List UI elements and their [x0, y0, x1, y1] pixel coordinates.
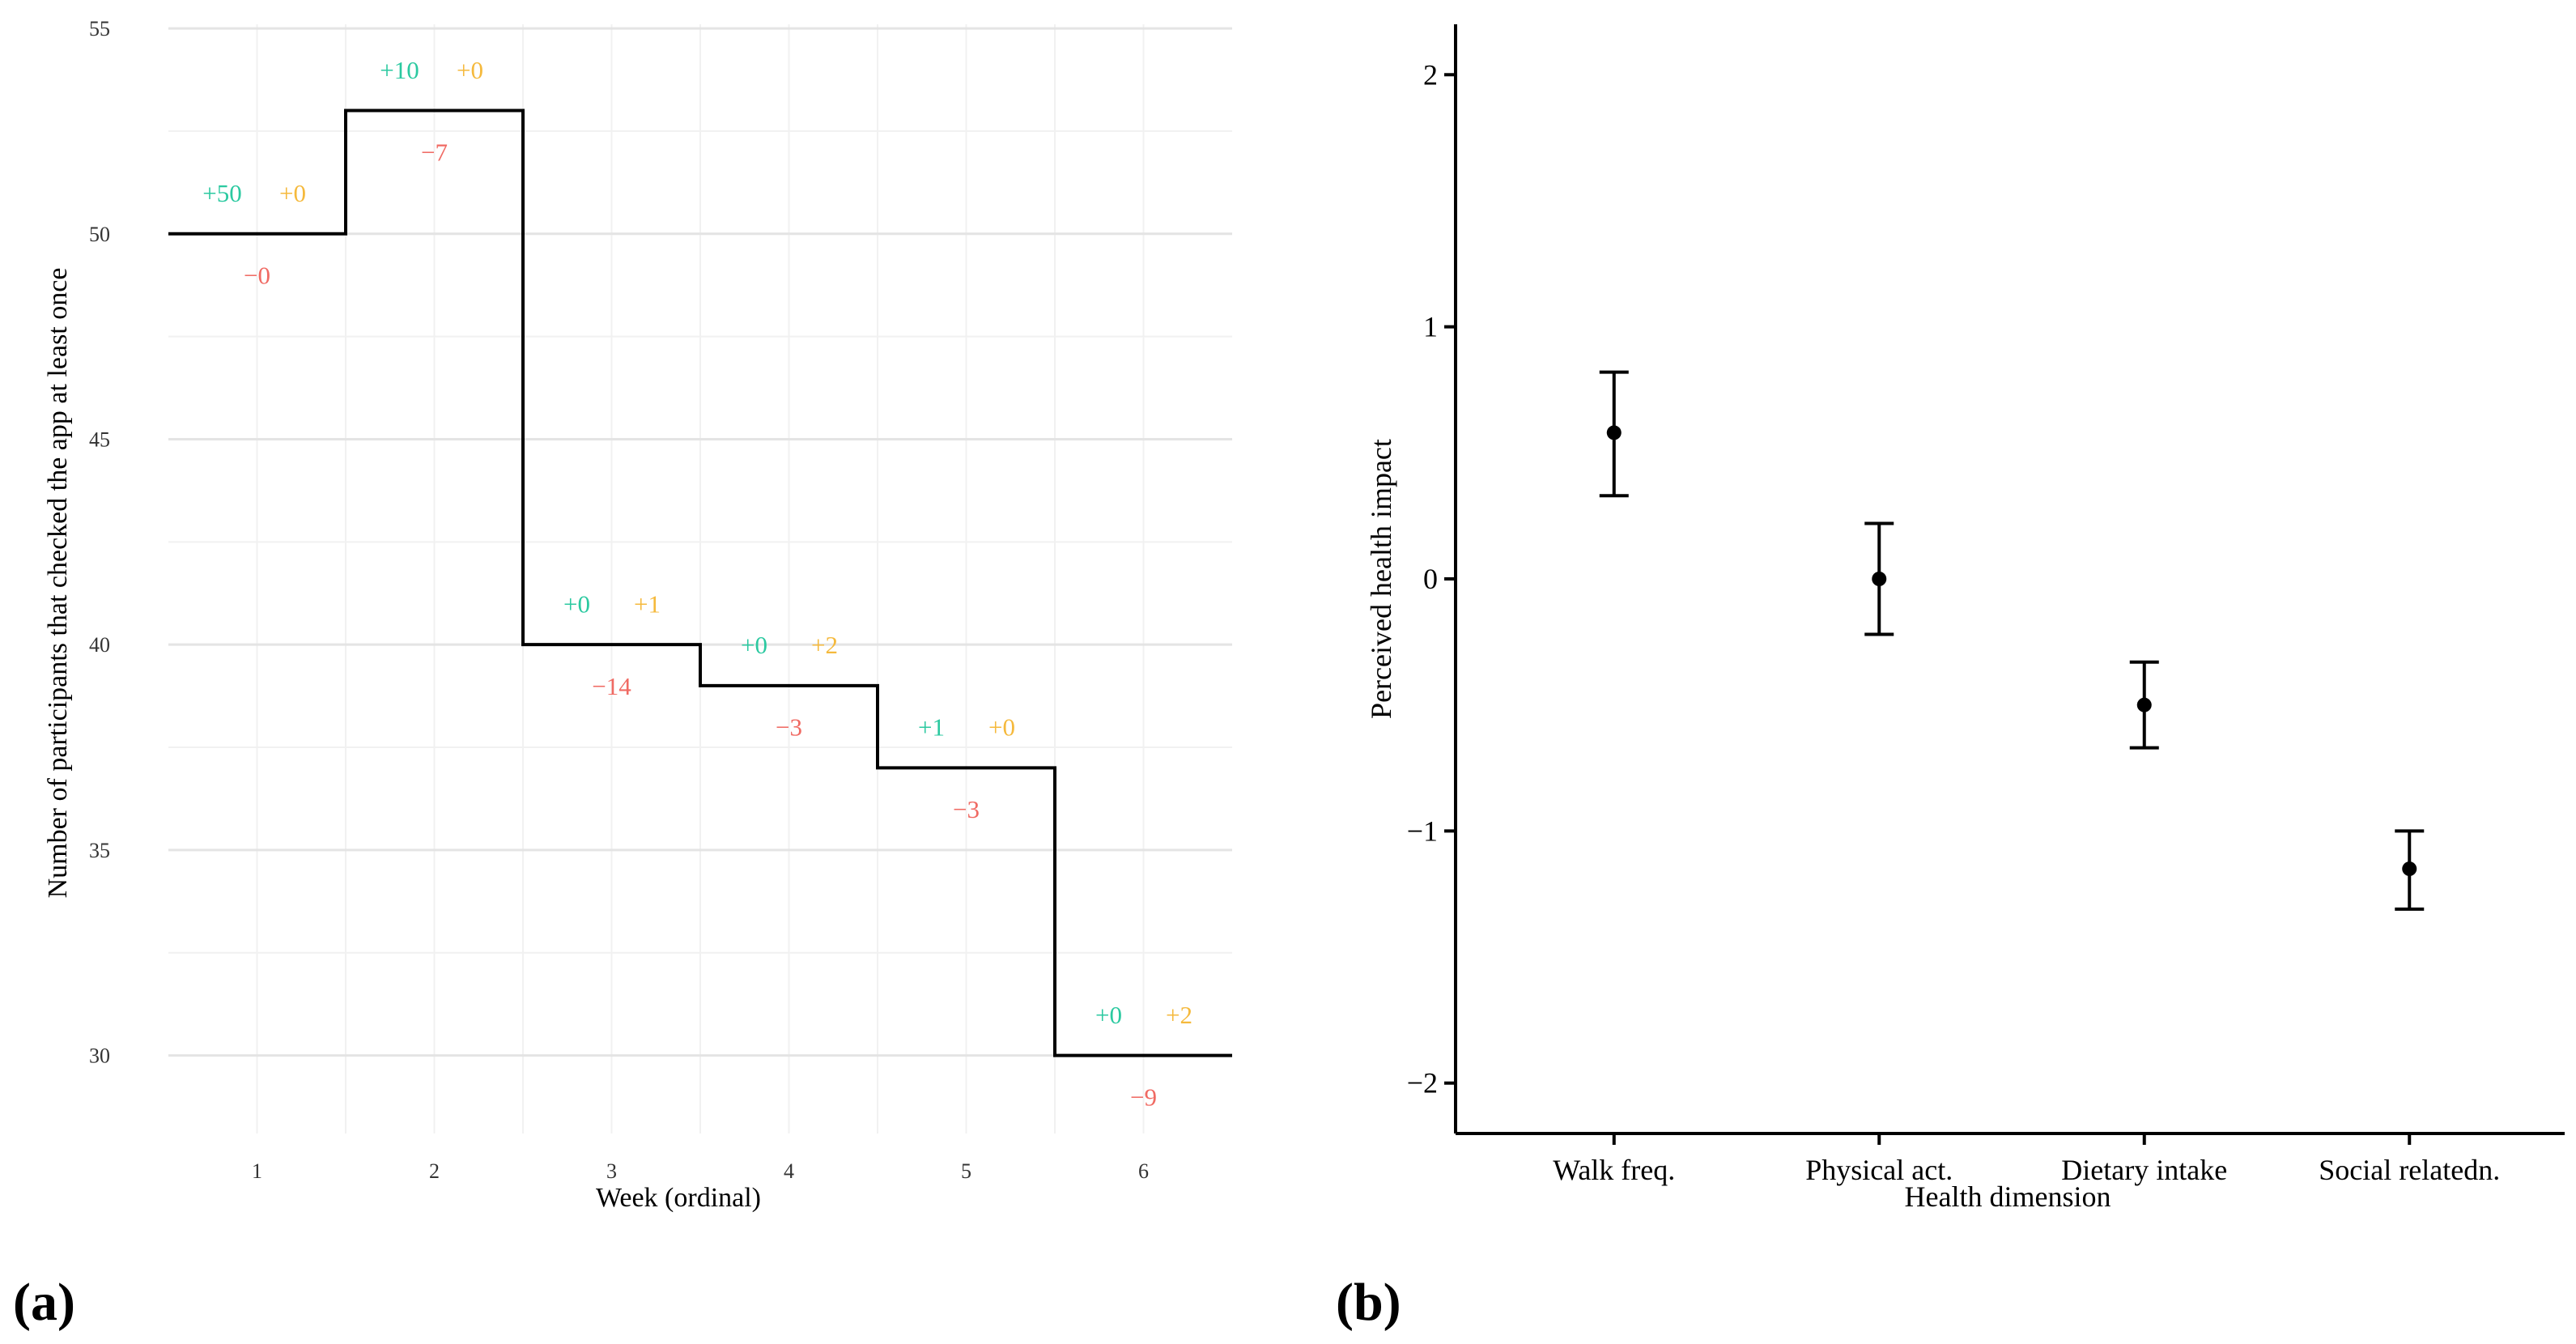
panel-a-returning-label: +2 [1166, 1001, 1192, 1029]
panel-a-participants-step-series [168, 108, 1232, 1057]
panel-a-lost-label: −7 [421, 138, 448, 166]
panel-b-y-tick-label: 2 [1423, 58, 1438, 91]
panel-b-x-tick-label: Social relatedn. [2319, 1154, 2500, 1186]
panel-b-error-bar-chart: 2 1 0 −1 −2 Walk freq. Physical act. Dietary i… [1336, 24, 2565, 1332]
panel-a-label: (a) [13, 1273, 75, 1332]
panel-a-x-tick-label: 3 [606, 1159, 617, 1183]
panel-a-returning-label: +2 [811, 631, 838, 659]
panel-b-points [1599, 370, 2425, 911]
panel-a-new-label: +50 [202, 179, 241, 207]
panel-a-new-label: +0 [1095, 1001, 1122, 1029]
panel-a-returning-label: +0 [457, 56, 483, 84]
panel-a-new-label: +0 [563, 589, 590, 618]
panel-b-x-axis-title: Health dimension [1905, 1180, 2111, 1213]
panel-a-returning-label: +1 [634, 589, 661, 618]
panel-a-x-ticks: 1 2 3 4 5 6 [252, 1159, 1149, 1183]
panel-a-y-tick-label: 45 [89, 427, 110, 451]
panel-b-x-ticks: Walk freq. Physical act. Dietary intake Soc… [1553, 1133, 2500, 1186]
panel-a-x-tick-label: 4 [784, 1159, 794, 1183]
panel-a-new-label: +1 [918, 713, 945, 742]
panel-b-label: (b) [1336, 1273, 1401, 1332]
panel-a-y-tick-label: 50 [89, 223, 110, 246]
panel-a-lost-label: −3 [953, 795, 980, 823]
panel-a-x-axis-title: Week (ordinal) [596, 1183, 761, 1213]
panel-a-x-tick-label: 6 [1138, 1159, 1149, 1183]
panel-a-returning-label: +0 [988, 713, 1015, 742]
panel-b-y-axis-title: Perceived health impact [1365, 439, 1397, 719]
panel-a-y-axis-title: Number of participants that checked the … [43, 268, 73, 899]
panel-b-y-tick-label: 0 [1423, 563, 1438, 595]
panel-a-x-tick-label: 1 [252, 1159, 262, 1183]
panel-b-x-tick-label: Dietary intake [2061, 1154, 2227, 1186]
panel-b-y-ticks: 2 1 0 −1 −2 [1407, 58, 1456, 1099]
panel-b-point [1872, 572, 1887, 586]
panel-a-x-tick-label: 2 [429, 1159, 440, 1183]
panel-a-y-ticks: 30 35 40 45 50 55 [89, 17, 110, 1068]
panel-a-y-tick-label: 55 [89, 17, 110, 40]
panel-a-step-line [168, 108, 1232, 1057]
panel-a-new-label: +10 [380, 56, 419, 84]
panel-a-lost-label: −3 [776, 713, 802, 742]
panel-a-lost-label: −9 [1130, 1082, 1157, 1111]
panel-a-y-tick-label: 35 [89, 839, 110, 862]
panel-b-x-tick-label: Physical act. [1805, 1154, 1953, 1186]
panel-b-y-tick-label: −2 [1407, 1067, 1438, 1099]
panel-a-x-tick-label: 5 [961, 1159, 971, 1183]
panel-a-lost-label: −0 [244, 262, 270, 290]
panel-a-y-tick-label: 40 [89, 633, 110, 657]
panel-b-x-tick-label: Walk freq. [1553, 1154, 1675, 1186]
panel-b-point [2402, 861, 2417, 877]
panel-a-new-label: +0 [741, 631, 767, 659]
panel-a-lost-label: −14 [592, 672, 631, 700]
panel-b-y-tick-label: 1 [1423, 311, 1438, 343]
panel-a-gridlines [168, 24, 1232, 1133]
panel-a-annotations: +50 +0 −0 +10 +0 −7 +0 +1 −14 +0 +2 −3 +1 +0 −3 +0 +2 −9 [202, 56, 1192, 1112]
panel-b-point [2136, 697, 2152, 712]
panel-b-point [1606, 425, 1622, 440]
panel-b-y-tick-label: −1 [1407, 814, 1438, 847]
panel-a-y-tick-label: 30 [89, 1044, 110, 1068]
panel-a-returning-label: +0 [279, 179, 306, 207]
